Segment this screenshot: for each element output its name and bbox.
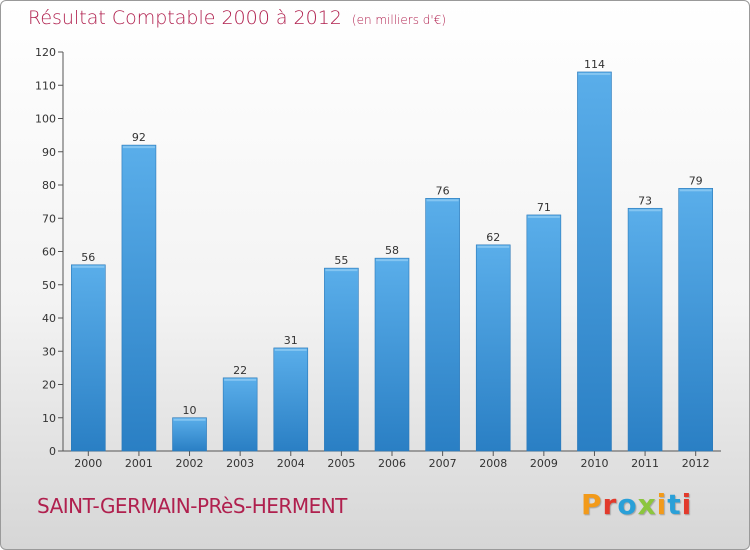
bar-2004[interactable] xyxy=(273,347,309,452)
y-tick-label: 40 xyxy=(42,312,56,325)
bar-highlight xyxy=(629,209,662,212)
x-tick-label-2009: 2009 xyxy=(530,457,558,470)
bar-2002[interactable] xyxy=(172,417,207,452)
x-tick-label-2005: 2005 xyxy=(327,457,355,470)
y-tick-label: 80 xyxy=(42,179,56,192)
bar-2003[interactable] xyxy=(222,377,258,452)
chart-title-text: Résultat Comptable 2000 à 2012 xyxy=(28,7,342,29)
y-tick-label: 0 xyxy=(49,445,56,458)
bar-highlight xyxy=(426,199,459,202)
x-tick-label-2012: 2012 xyxy=(682,457,710,470)
x-tick-label-2000: 2000 xyxy=(74,457,102,470)
y-tick-label: 60 xyxy=(42,246,56,259)
bar-highlight xyxy=(122,146,155,149)
bar-highlight xyxy=(477,245,510,248)
bar-highlight xyxy=(578,72,611,75)
bar-2010[interactable] xyxy=(577,71,612,452)
y-tick-label: 120 xyxy=(35,46,56,59)
value-label-2001: 92 xyxy=(132,131,146,144)
bar-highlight xyxy=(173,418,206,421)
bar-highlight xyxy=(224,378,257,381)
bar-2007[interactable] xyxy=(425,198,460,452)
value-label-2002: 10 xyxy=(183,404,197,417)
logo-letter: t xyxy=(667,488,682,521)
value-label-2011: 73 xyxy=(638,194,652,207)
logo-letter: P xyxy=(581,488,603,521)
y-tick-label: 100 xyxy=(35,113,56,126)
place-name: SAINT-GERMAIN-PRèS-HERMENT xyxy=(37,494,347,518)
y-tick-label: 110 xyxy=(35,79,56,92)
value-label-2005: 55 xyxy=(334,254,348,267)
x-tick-label-2010: 2010 xyxy=(580,457,608,470)
y-tick-label: 50 xyxy=(42,279,56,292)
x-tick-label-2008: 2008 xyxy=(479,457,507,470)
value-label-2012: 79 xyxy=(689,174,703,187)
value-label-2010: 114 xyxy=(584,58,605,71)
bar-2008[interactable] xyxy=(475,244,511,452)
value-label-2006: 58 xyxy=(385,244,399,257)
chart-labels: 56 92 10 22 31 55 58 76 62 71 114 73 79 xyxy=(81,58,702,417)
y-tick-label: 90 xyxy=(42,146,56,159)
bar-highlight xyxy=(72,265,105,268)
x-tick-label-2011: 2011 xyxy=(631,457,659,470)
x-tick-label-2007: 2007 xyxy=(429,457,457,470)
chart-bars xyxy=(71,71,713,452)
bar-2001[interactable] xyxy=(121,144,157,452)
logo-letter: x xyxy=(637,488,657,521)
value-label-2003: 22 xyxy=(233,364,247,377)
logo-letter: r xyxy=(602,488,618,521)
bar-highlight xyxy=(274,348,307,351)
x-tick-label-2006: 2006 xyxy=(378,457,406,470)
bar-2006[interactable] xyxy=(374,257,410,452)
bar-highlight xyxy=(679,189,712,192)
x-tick-label-2003: 2003 xyxy=(226,457,254,470)
y-tick-label: 30 xyxy=(42,345,56,358)
logo-letter: i xyxy=(681,488,693,521)
bar-2009[interactable] xyxy=(526,214,562,452)
value-label-2008: 62 xyxy=(486,231,500,244)
chart-subtitle: (en milliers d'€) xyxy=(351,13,447,27)
value-label-2000: 56 xyxy=(81,251,95,264)
x-tick-label-2004: 2004 xyxy=(277,457,305,470)
bar-highlight xyxy=(376,259,408,262)
x-tick-label-2001: 2001 xyxy=(125,457,153,470)
y-tick-label: 20 xyxy=(42,379,56,392)
bar-highlight xyxy=(527,215,560,218)
logo-letter: o xyxy=(617,488,638,521)
bar-highlight xyxy=(325,269,358,272)
value-label-2004: 31 xyxy=(284,334,298,347)
proxiti-logo[interactable]: Proxiti xyxy=(581,488,692,521)
value-label-2009: 71 xyxy=(537,201,551,214)
value-label-2007: 76 xyxy=(436,184,450,197)
logo-letter: i xyxy=(656,488,668,521)
bar-2012[interactable] xyxy=(678,188,713,452)
y-tick-label: 70 xyxy=(42,212,56,225)
bar-2005[interactable] xyxy=(324,267,359,452)
bar-2011[interactable] xyxy=(627,207,663,452)
x-tick-label-2002: 2002 xyxy=(176,457,204,470)
chart-title: Résultat Comptable 2000 à 2012 (en millie… xyxy=(28,7,446,29)
y-tick-label: 10 xyxy=(42,412,56,425)
bar-2000[interactable] xyxy=(71,264,106,452)
